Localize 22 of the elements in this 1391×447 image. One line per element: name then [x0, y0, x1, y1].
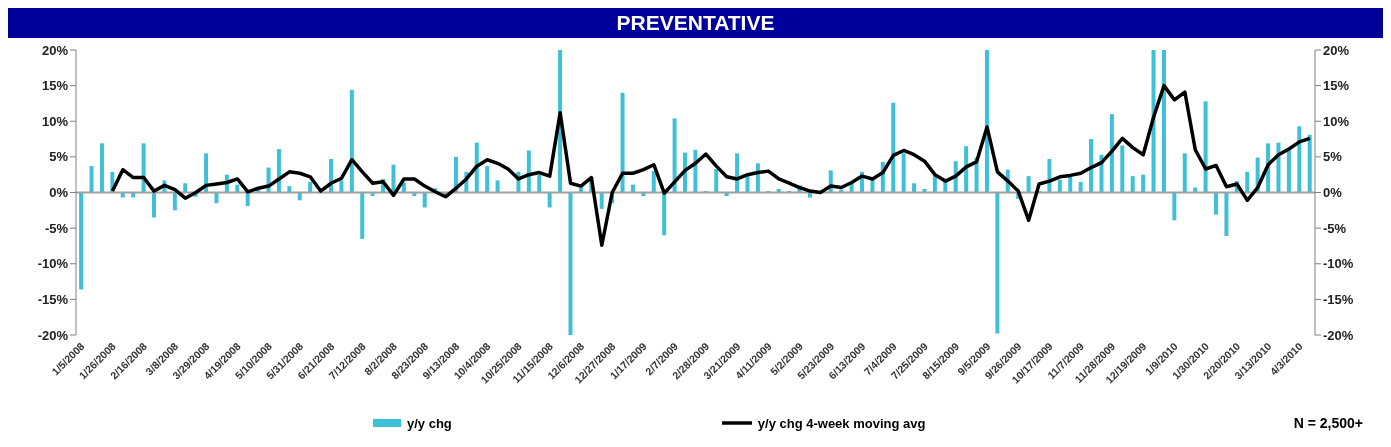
y-tick-label: 0% [49, 185, 69, 201]
y2-tick-label: -5% [1323, 220, 1347, 236]
y2-tick-label: 5% [1323, 149, 1343, 165]
y-tick-label: -20% [37, 327, 69, 343]
y-tick-label: -5% [44, 220, 69, 236]
y2-tick-label: 10% [1323, 113, 1350, 129]
y-tick-label: -10% [37, 256, 69, 272]
y-tick-label: 20% [41, 42, 69, 58]
y2-tick-label: 20% [1323, 42, 1350, 58]
y-tick-label: 5% [49, 149, 69, 165]
y-tick-label: -15% [37, 291, 69, 307]
legend-label: y/y chg [407, 415, 452, 431]
y-tick-label: 10% [41, 113, 69, 129]
chart-title: PREVENTATIVE [8, 8, 1383, 38]
y-tick-label: 15% [41, 78, 69, 94]
y2-tick-label: -15% [1323, 291, 1354, 307]
y2-tick-label: 15% [1323, 78, 1350, 94]
legend-label: y/y chg 4-week moving avg [757, 415, 926, 431]
text: N = 2,500+ [1293, 415, 1363, 431]
y2-tick-label: -20% [1323, 327, 1354, 343]
y2-tick-label: 0% [1323, 185, 1343, 201]
y2-tick-label: -10% [1323, 256, 1354, 272]
